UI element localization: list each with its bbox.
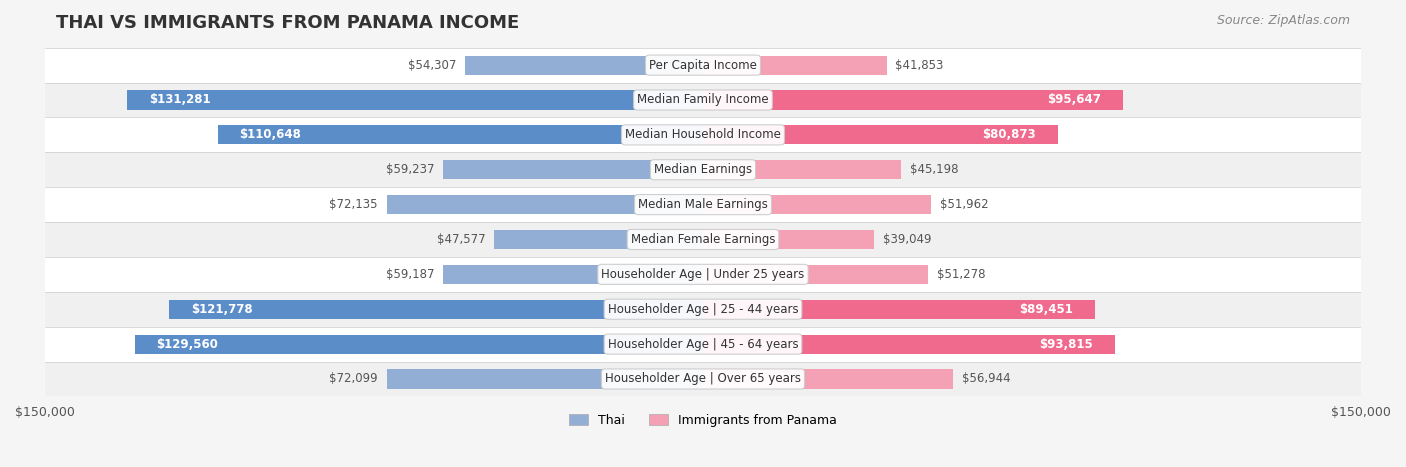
- Legend: Thai, Immigrants from Panama: Thai, Immigrants from Panama: [564, 409, 842, 432]
- Text: Median Household Income: Median Household Income: [626, 128, 780, 142]
- Bar: [127, 91, 703, 110]
- Text: $131,281: $131,281: [149, 93, 211, 106]
- Bar: [387, 369, 703, 389]
- Bar: [703, 334, 1115, 354]
- Bar: [45, 257, 1361, 292]
- Bar: [703, 300, 1095, 319]
- Text: $54,307: $54,307: [408, 59, 456, 71]
- Text: Householder Age | Over 65 years: Householder Age | Over 65 years: [605, 373, 801, 385]
- Bar: [45, 327, 1361, 361]
- Text: $56,944: $56,944: [962, 373, 1011, 385]
- Bar: [465, 56, 703, 75]
- Bar: [45, 152, 1361, 187]
- Bar: [45, 187, 1361, 222]
- Text: Median Earnings: Median Earnings: [654, 163, 752, 176]
- Text: $110,648: $110,648: [239, 128, 301, 142]
- Bar: [703, 160, 901, 179]
- Bar: [135, 334, 703, 354]
- Text: Per Capita Income: Per Capita Income: [650, 59, 756, 71]
- Bar: [387, 195, 703, 214]
- Bar: [218, 125, 703, 144]
- Text: $45,198: $45,198: [910, 163, 959, 176]
- Bar: [443, 160, 703, 179]
- Text: Median Male Earnings: Median Male Earnings: [638, 198, 768, 211]
- Bar: [703, 230, 875, 249]
- Bar: [703, 265, 928, 284]
- Text: $89,451: $89,451: [1019, 303, 1074, 316]
- Text: $51,962: $51,962: [939, 198, 988, 211]
- Text: Median Female Earnings: Median Female Earnings: [631, 233, 775, 246]
- Bar: [45, 83, 1361, 117]
- Bar: [703, 195, 931, 214]
- Text: $95,647: $95,647: [1047, 93, 1101, 106]
- Text: $129,560: $129,560: [156, 338, 218, 351]
- Text: $41,853: $41,853: [896, 59, 943, 71]
- Text: Source: ZipAtlas.com: Source: ZipAtlas.com: [1216, 14, 1350, 27]
- Bar: [45, 222, 1361, 257]
- Bar: [169, 300, 703, 319]
- Text: Householder Age | 45 - 64 years: Householder Age | 45 - 64 years: [607, 338, 799, 351]
- Text: THAI VS IMMIGRANTS FROM PANAMA INCOME: THAI VS IMMIGRANTS FROM PANAMA INCOME: [56, 14, 519, 32]
- Bar: [45, 117, 1361, 152]
- Bar: [703, 369, 953, 389]
- Text: Householder Age | 25 - 44 years: Householder Age | 25 - 44 years: [607, 303, 799, 316]
- Text: $39,049: $39,049: [883, 233, 932, 246]
- Bar: [45, 292, 1361, 327]
- Text: $93,815: $93,815: [1039, 338, 1092, 351]
- Bar: [443, 265, 703, 284]
- Text: Householder Age | Under 25 years: Householder Age | Under 25 years: [602, 268, 804, 281]
- Text: $72,099: $72,099: [329, 373, 378, 385]
- Text: $59,187: $59,187: [387, 268, 434, 281]
- Bar: [45, 361, 1361, 396]
- Text: $59,237: $59,237: [385, 163, 434, 176]
- Text: Median Family Income: Median Family Income: [637, 93, 769, 106]
- Bar: [703, 125, 1057, 144]
- Text: $80,873: $80,873: [983, 128, 1036, 142]
- Text: $72,135: $72,135: [329, 198, 378, 211]
- Bar: [495, 230, 703, 249]
- Bar: [45, 48, 1361, 83]
- Text: $47,577: $47,577: [437, 233, 485, 246]
- Bar: [703, 56, 887, 75]
- Bar: [703, 91, 1122, 110]
- Text: $51,278: $51,278: [936, 268, 986, 281]
- Text: $121,778: $121,778: [191, 303, 252, 316]
